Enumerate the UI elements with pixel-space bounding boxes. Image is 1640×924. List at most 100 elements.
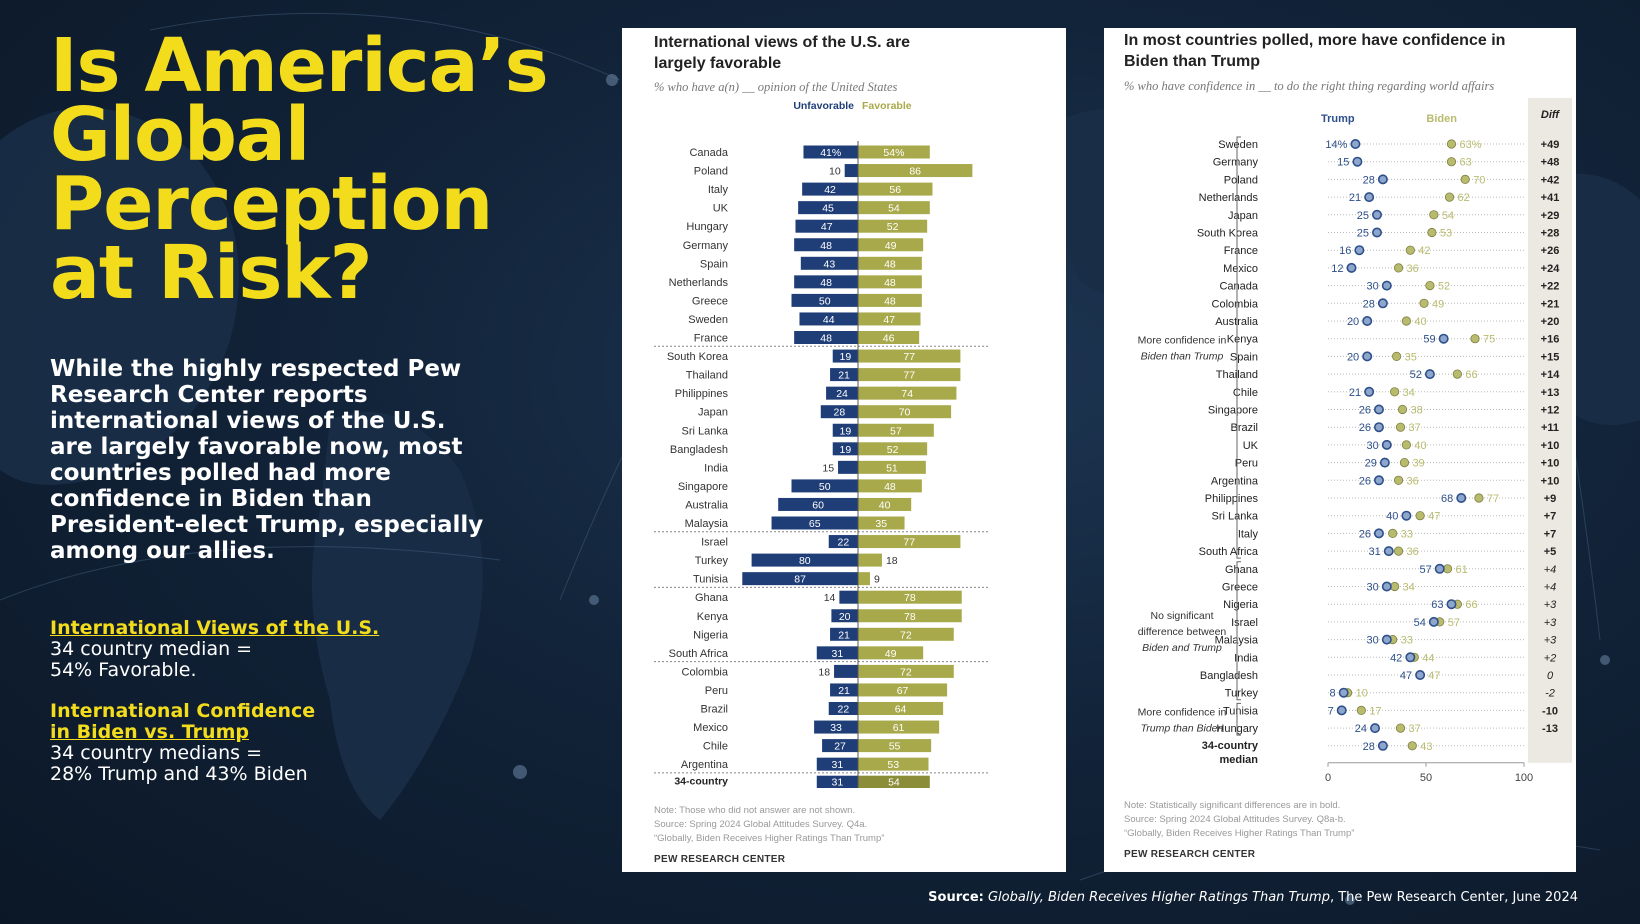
- diff-value: -10: [1542, 705, 1558, 717]
- unfavorable-value: 19: [840, 425, 852, 437]
- biden-value: 62: [1458, 192, 1470, 204]
- trump-dot: [1381, 634, 1392, 645]
- trump-dot: [1446, 599, 1457, 610]
- chart-title-line: International views of the U.S. are: [654, 34, 911, 51]
- unfavorable-bar: [828, 535, 858, 549]
- diff-value: +21: [1541, 298, 1560, 310]
- trump-dot: [1346, 262, 1357, 273]
- country-label: India: [1234, 652, 1259, 664]
- note-line: Note: Those who did not answer are not s…: [654, 805, 856, 816]
- biden-dot: [1388, 528, 1398, 538]
- favorable-bar: [858, 349, 961, 363]
- biden-value: 42: [1418, 245, 1430, 257]
- unfavorable-bar: [838, 460, 858, 474]
- unfavorable-value: 15: [822, 462, 834, 474]
- country-label: Argentina: [681, 759, 729, 771]
- favorable-bar: [858, 182, 933, 196]
- trump-value: 24: [1355, 723, 1367, 735]
- biden-dot: [1356, 705, 1366, 716]
- trump-value: 30: [1367, 440, 1379, 452]
- stat-confidence-heading: International Confidence: [50, 700, 316, 722]
- group-label: More confidence in: [1138, 706, 1227, 718]
- diff-value: 0: [1547, 670, 1554, 682]
- favorable-bar: [858, 164, 973, 178]
- unfavorable-value: 41%: [820, 147, 841, 159]
- group-label: difference between: [1138, 626, 1227, 638]
- biden-value: 61: [1456, 564, 1468, 576]
- biden-dot: [1401, 316, 1411, 326]
- favorable-bar: [858, 479, 922, 493]
- unfavorable-value: 18: [818, 666, 830, 678]
- biden-dot: [1405, 245, 1415, 255]
- group-label: Trump than Biden: [1141, 722, 1224, 734]
- group-label: No significant: [1150, 610, 1213, 622]
- country-label: Chile: [703, 741, 728, 753]
- favorable-bar: [858, 256, 922, 270]
- diff-value: +12: [1541, 405, 1560, 417]
- country-label: Italy: [708, 184, 729, 196]
- unfavorable-value: 31: [832, 759, 844, 771]
- trump-dot: [1338, 687, 1349, 698]
- unfavorable-bar: [832, 442, 858, 456]
- unfavorable-bar: [798, 201, 858, 215]
- country-label: Israel: [701, 537, 728, 549]
- unfavorable-value: 48: [820, 333, 832, 345]
- trump-dot: [1364, 192, 1375, 203]
- diff-value: +3: [1544, 635, 1557, 647]
- biden-dot: [1452, 369, 1462, 379]
- favorable-bar: [858, 627, 954, 641]
- favorable-value: 64: [895, 704, 907, 716]
- note-line: Source: Spring 2024 Global Attitudes Sur…: [1124, 814, 1346, 825]
- x-tick-label: 50: [1420, 772, 1432, 784]
- favorable-bar: [858, 405, 952, 419]
- country-label: Malaysia: [685, 518, 729, 530]
- title-line: Is America’s: [50, 23, 549, 109]
- biden-dot: [1474, 493, 1484, 503]
- country-label: Sweden: [688, 314, 728, 326]
- country-label: Japan: [698, 407, 728, 419]
- group-label: More confidence in: [1138, 335, 1227, 347]
- x-tick-label: 100: [1515, 772, 1533, 784]
- trump-dot: [1434, 563, 1445, 574]
- diff-header: Diff: [1541, 109, 1560, 121]
- trump-dot: [1377, 298, 1388, 309]
- diff-value: +42: [1541, 174, 1560, 186]
- country-label: Brazil: [1230, 422, 1258, 434]
- unfavorable-bar: [844, 164, 858, 178]
- favorable-bar: [858, 553, 882, 567]
- country-label: UK: [713, 203, 729, 215]
- country-label: Ghana: [1225, 564, 1259, 576]
- trump-dot: [1428, 616, 1439, 627]
- biden-value: 44: [1422, 652, 1434, 664]
- favorable-bar: [858, 683, 948, 697]
- unfavorable-bar: [802, 182, 858, 196]
- unfavorable-bar: [791, 293, 858, 307]
- trump-value: 57: [1419, 564, 1431, 576]
- favorable-bar: [858, 275, 922, 289]
- favorable-value: 53: [887, 759, 899, 771]
- favorable-value: 40: [879, 499, 891, 511]
- diff-value: +15: [1541, 351, 1560, 363]
- trump-dot: [1424, 369, 1435, 380]
- country-label: France: [1224, 245, 1258, 257]
- title-line: Global: [50, 92, 310, 178]
- country-label: Poland: [1224, 174, 1258, 186]
- unfavorable-bar: [832, 423, 858, 437]
- diff-value: +7: [1544, 528, 1557, 540]
- trump-dot: [1336, 705, 1347, 716]
- country-label: Netherlands: [1199, 192, 1259, 204]
- biden-dot: [1446, 157, 1457, 167]
- biden-value: 75: [1483, 334, 1495, 346]
- favorable-bar: [858, 664, 954, 678]
- trump-value: 16: [1339, 245, 1351, 257]
- group-bracket: [1236, 136, 1241, 559]
- country-label: Netherlands: [669, 277, 729, 289]
- stat-confidence: International Confidence in Biden vs. Tr…: [50, 701, 590, 785]
- favorable-value: 9: [874, 574, 880, 586]
- unfavorable-value: 45: [822, 203, 834, 215]
- favorability-bar-chart: Unfavorable Favorable Canada 41% 54% Poland 10…: [654, 100, 988, 788]
- trump-dot: [1370, 723, 1381, 734]
- favorable-value: 77: [903, 537, 915, 549]
- country-label: Sri Lanka: [1212, 511, 1259, 523]
- favorable-bar: [858, 646, 924, 660]
